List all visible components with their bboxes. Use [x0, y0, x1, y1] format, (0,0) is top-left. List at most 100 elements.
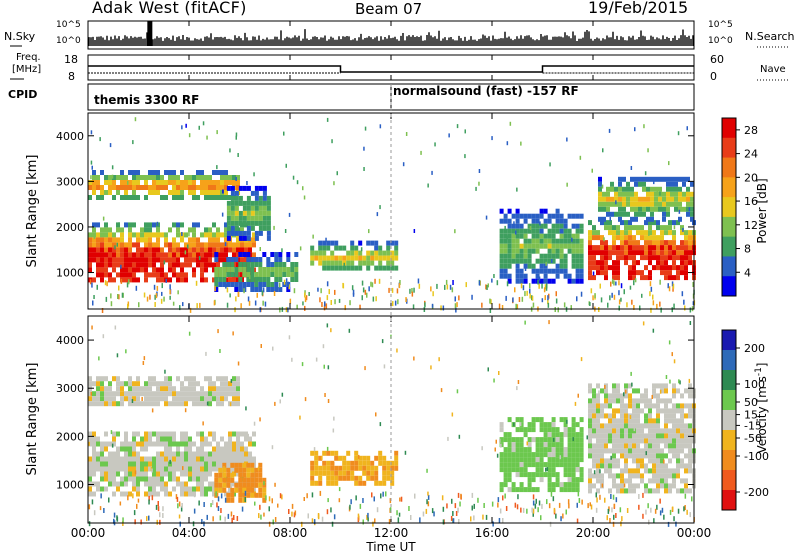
heatmap-cell: [588, 275, 592, 281]
heatmap-cell: [507, 208, 512, 214]
heatmap-cell: [104, 376, 108, 382]
heatmap-cell: [124, 252, 128, 258]
heatmap-cell: [136, 481, 140, 487]
heatmap-cell: [254, 472, 259, 478]
noise-cell: [352, 289, 355, 295]
heatmap-cell: [254, 277, 259, 282]
heatmap-cell: [686, 206, 690, 212]
heatmap-cell: [551, 248, 556, 254]
heatmap-cell: [662, 191, 666, 197]
heatmap-cell: [567, 248, 572, 254]
heatmap-cell: [156, 227, 160, 233]
heatmap-cell: [230, 487, 235, 493]
heatmap-cell: [220, 257, 224, 263]
heatmap-cell: [172, 195, 176, 200]
heatmap-cell: [200, 436, 204, 442]
heatmap-cell: [136, 381, 140, 387]
heatmap-cell: [551, 238, 556, 244]
heatmap-cell: [684, 423, 688, 429]
heatmap-cell: [507, 233, 512, 239]
heatmap-cell: [588, 448, 592, 454]
noise-cell: [367, 512, 369, 518]
scatter-cell: [363, 146, 365, 151]
heatmap-cell: [547, 243, 552, 249]
heatmap-cell: [218, 482, 223, 488]
colorbar-swatch: [722, 330, 736, 351]
heatmap-cell: [527, 472, 532, 478]
heatmap-cell: [664, 383, 668, 389]
colorbar-tick-label: 4: [744, 266, 751, 279]
heatmap-cell: [515, 442, 520, 448]
heatmap-cell: [547, 427, 552, 433]
heatmap-cell: [626, 191, 630, 197]
noise-cell: [361, 295, 363, 301]
noise-cell: [206, 514, 208, 520]
heatmap-cell: [588, 433, 592, 439]
noise-cell: [436, 283, 438, 289]
heatmap-cell: [588, 483, 592, 489]
heatmap-cell: [188, 190, 192, 195]
heatmap-cell: [358, 460, 363, 466]
heatmap-cell: [342, 255, 347, 261]
heatmap-cell: [120, 252, 124, 258]
heatmap-cell: [630, 196, 634, 202]
heatmap-cell: [100, 277, 104, 283]
heatmap-cell: [222, 462, 227, 468]
noise-cell: [410, 515, 412, 520]
heatmap-cell: [326, 460, 331, 466]
heatmap-cell: [575, 238, 580, 244]
noise-cell: [522, 507, 525, 513]
heatmap-cell: [642, 186, 646, 192]
noise-cell: [471, 492, 474, 498]
heatmap-cell: [535, 447, 540, 453]
noise-cell: [649, 291, 651, 297]
heatmap-cell: [160, 175, 164, 180]
heatmap-cell: [192, 451, 196, 457]
heatmap-cell: [620, 448, 624, 454]
heatmap-cell: [140, 237, 144, 243]
noise-cell: [531, 295, 533, 301]
noise-cell: [452, 280, 454, 285]
heatmap-cell: [503, 467, 508, 473]
heatmap-cell: [192, 222, 196, 228]
scatter-cell: [182, 466, 184, 471]
heatmap-cell: [660, 453, 664, 459]
heatmap-cell: [156, 247, 160, 253]
heatmap-cell: [234, 225, 239, 231]
heatmap-cell: [246, 210, 251, 216]
heatmap-cell: [664, 443, 668, 449]
heatmap-cell: [342, 455, 347, 461]
heatmap-cell: [616, 230, 620, 236]
heatmap-cell: [254, 482, 259, 488]
heatmap-cell: [172, 486, 176, 492]
scatter-cell: [360, 247, 363, 252]
heatmap-cell: [196, 237, 200, 243]
heatmap-cell: [604, 423, 608, 429]
heatmap-cell: [618, 211, 622, 217]
heatmap-cell: [690, 216, 694, 222]
heatmap-cell: [519, 472, 524, 478]
heatmap-cell: [616, 393, 620, 399]
heatmap-cell: [358, 255, 363, 261]
heatmap-cell: [634, 196, 638, 202]
scatter-cell: [237, 361, 240, 366]
heatmap-cell: [160, 262, 164, 268]
heatmap-cell: [612, 230, 616, 236]
heatmap-cell: [527, 253, 532, 259]
heatmap-cell: [628, 403, 632, 409]
scatter-cell: [330, 328, 332, 333]
heatmap-cell: [523, 467, 528, 473]
noise-cell: [567, 499, 570, 505]
heatmap-cell: [676, 423, 680, 429]
heatmap-cell: [503, 437, 508, 443]
scatter-cell: [368, 229, 370, 234]
heatmap-cell: [507, 243, 512, 249]
heatmap-cell: [563, 223, 568, 229]
heatmap-cell: [104, 175, 108, 180]
heatmap-cell: [310, 465, 315, 471]
heatmap-cell: [652, 245, 656, 251]
noise-cell: [590, 288, 593, 294]
noise-cell: [535, 498, 537, 504]
heatmap-cell: [648, 408, 652, 414]
colorbar-tick-label: 20: [744, 171, 758, 184]
